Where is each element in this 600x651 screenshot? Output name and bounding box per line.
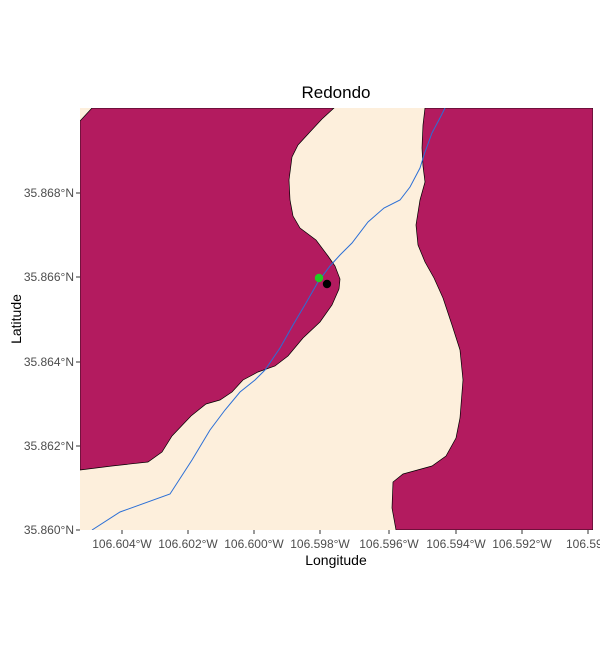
x-tick-label: 106.604°W <box>92 537 152 551</box>
y-axis-title: Latitude <box>8 294 24 344</box>
y-tick-label: 35.862°N <box>24 439 74 453</box>
land-polygon-east <box>391 108 593 530</box>
x-tick-label: 106.592°W <box>492 537 552 551</box>
plot-title: Redondo <box>301 83 370 102</box>
y-tick-label: 35.868°N <box>24 186 74 200</box>
x-tick-label: 106.602°W <box>158 537 218 551</box>
black-point <box>322 279 332 289</box>
green-point <box>314 273 324 283</box>
map-panel <box>80 108 593 530</box>
x-axis: 106.604°W 106.602°W 106.600°W 106.598°W … <box>92 530 600 551</box>
x-tick-label: 106.596°W <box>359 537 419 551</box>
y-tick-label: 35.866°N <box>24 270 74 284</box>
y-tick-label: 35.860°N <box>24 523 74 537</box>
x-tick-label: 106.59 <box>566 537 600 551</box>
y-axis: 35.868°N 35.866°N 35.864°N 35.862°N 35.8… <box>24 186 80 537</box>
y-tick-label: 35.864°N <box>24 355 74 369</box>
x-tick-label: 106.600°W <box>224 537 284 551</box>
x-tick-label: 106.598°W <box>290 537 350 551</box>
land-polygon-west <box>80 108 341 471</box>
x-axis-title: Longitude <box>305 552 367 568</box>
x-tick-label: 106.594°W <box>426 537 486 551</box>
